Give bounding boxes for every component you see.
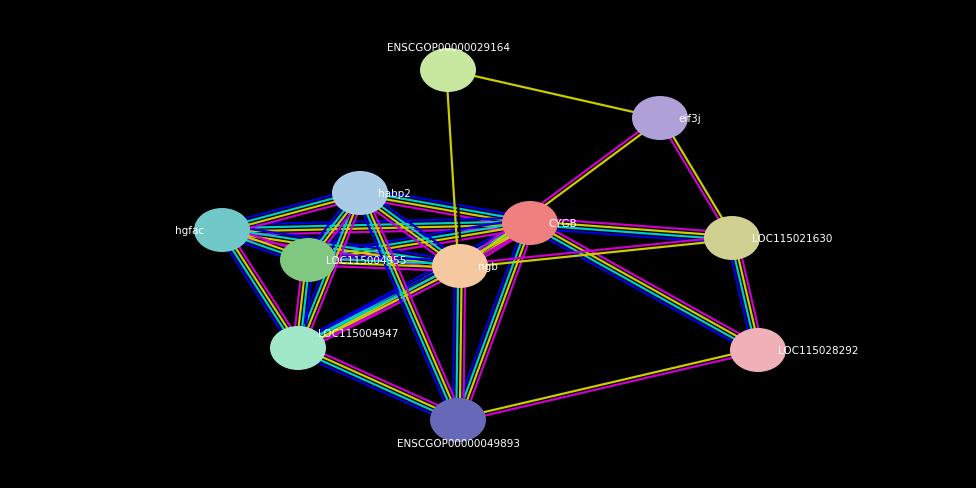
Text: ngb: ngb — [478, 262, 498, 271]
Text: LOC115028292: LOC115028292 — [778, 346, 859, 355]
Text: hgfac: hgfac — [175, 225, 204, 236]
Ellipse shape — [280, 239, 336, 283]
Text: eif3j: eif3j — [678, 114, 701, 124]
Text: habp2: habp2 — [378, 189, 411, 199]
Text: LOC115004947: LOC115004947 — [318, 328, 398, 338]
Ellipse shape — [432, 244, 488, 288]
Ellipse shape — [332, 172, 388, 216]
Text: CYGB: CYGB — [548, 219, 577, 228]
Text: ENSCGOP00000049893: ENSCGOP00000049893 — [396, 438, 519, 448]
Ellipse shape — [270, 326, 326, 370]
Ellipse shape — [632, 97, 688, 141]
Text: LOC115021630: LOC115021630 — [752, 234, 833, 244]
Ellipse shape — [194, 208, 250, 252]
Ellipse shape — [430, 398, 486, 442]
Ellipse shape — [502, 202, 558, 245]
Text: ENSCGOP00000029164: ENSCGOP00000029164 — [386, 43, 509, 53]
Text: LOC115004955: LOC115004955 — [326, 256, 406, 265]
Ellipse shape — [730, 328, 786, 372]
Ellipse shape — [704, 217, 760, 261]
Ellipse shape — [420, 49, 476, 93]
